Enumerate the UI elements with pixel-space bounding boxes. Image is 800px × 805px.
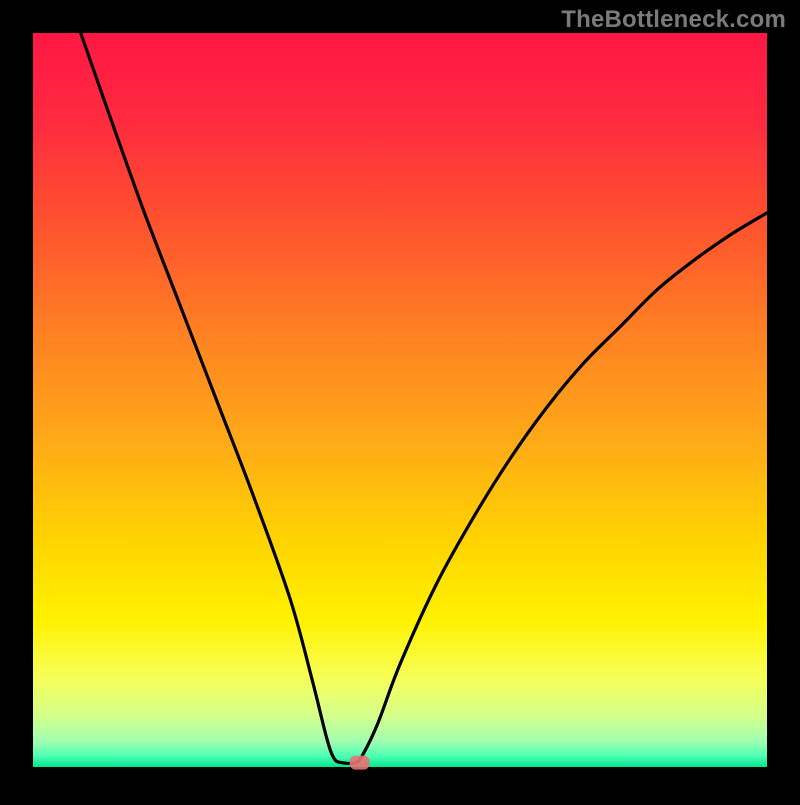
- chart-canvas: [0, 0, 800, 800]
- plot-background: [33, 33, 767, 767]
- watermark-text: TheBottleneck.com: [561, 6, 786, 34]
- optimal-marker: [350, 756, 370, 770]
- bottleneck-chart: TheBottleneck.com: [0, 0, 800, 800]
